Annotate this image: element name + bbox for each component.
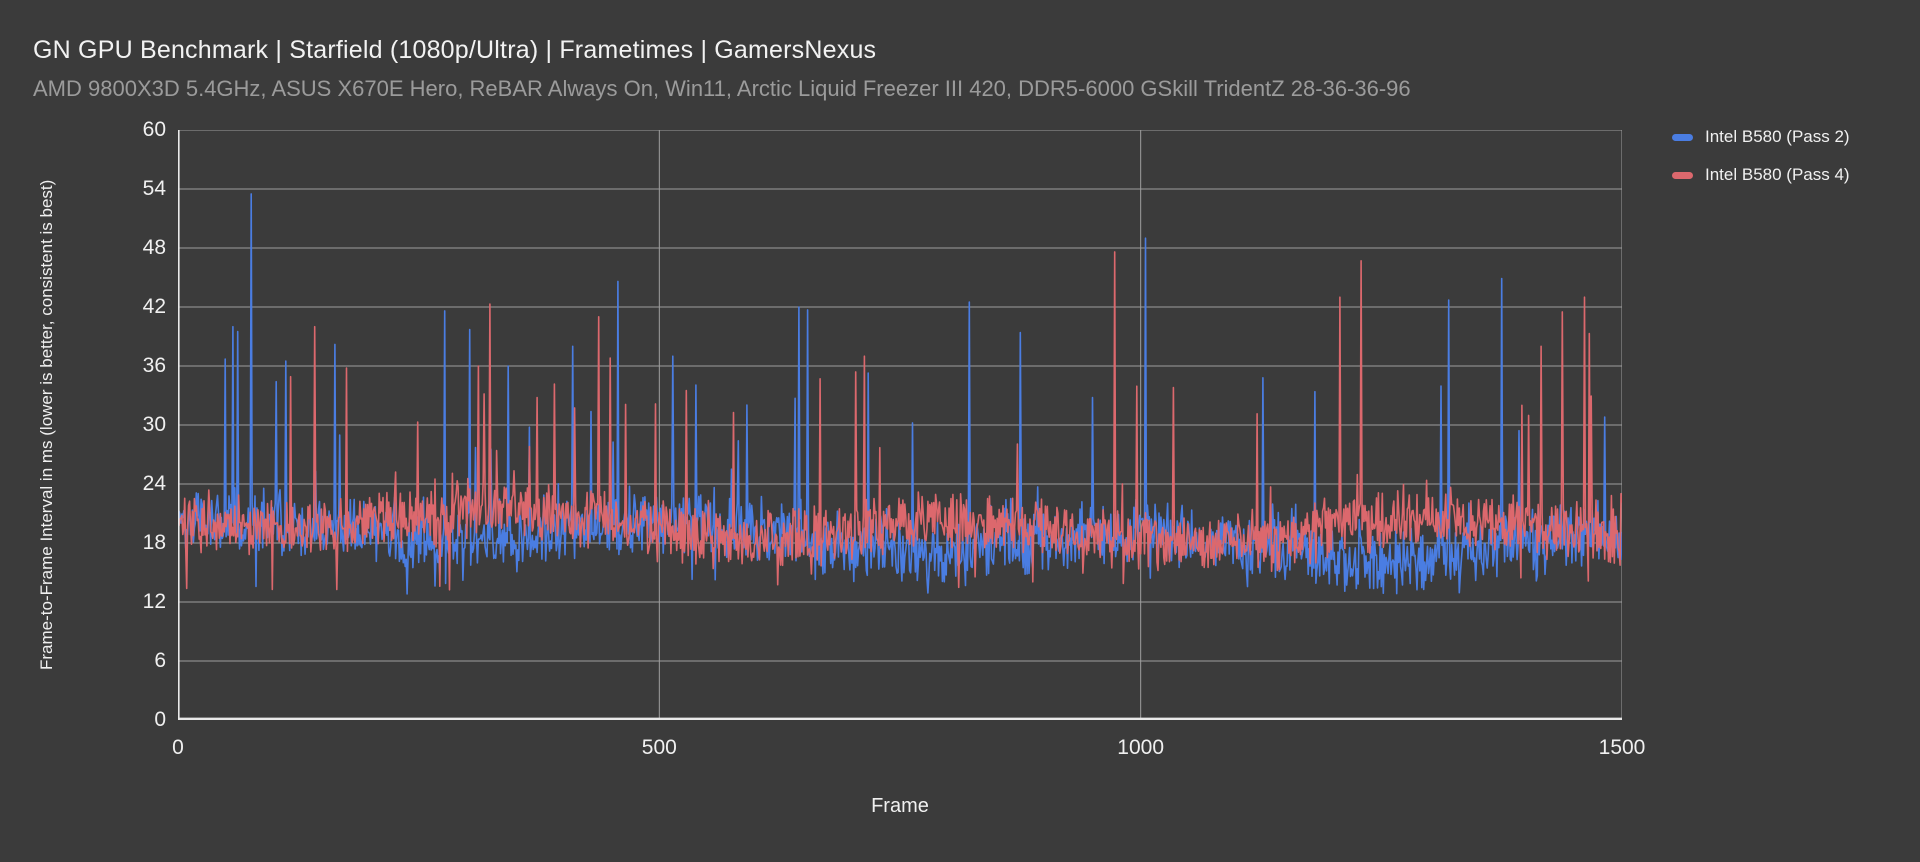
chart-title: GN GPU Benchmark | Starfield (1080p/Ultr… <box>33 36 877 64</box>
x-tick-label-0: 0 <box>172 736 184 759</box>
legend-label: Intel B580 (Pass 4) <box>1705 165 1850 184</box>
y-tick-label-12: 12 <box>142 590 166 613</box>
y-tick-label-42: 42 <box>142 295 166 318</box>
y-tick-label-48: 48 <box>142 236 166 259</box>
series-line-intel-b580-pass-2- <box>178 193 1622 595</box>
chart-subtitle: AMD 9800X3D 5.4GHz, ASUS X670E Hero, ReB… <box>33 76 1411 101</box>
x-tick-label-1500: 1500 <box>1598 736 1646 759</box>
frametime-line-chart <box>178 130 1622 720</box>
y-tick-label-24: 24 <box>142 472 166 495</box>
y-tick-label-6: 6 <box>154 649 166 672</box>
chart-legend: Intel B580 (Pass 2) Intel B580 (Pass 4) <box>1672 126 1850 202</box>
y-tick-label-0: 0 <box>154 708 166 731</box>
legend-swatch-icon <box>1672 171 1693 179</box>
legend-label: Intel B580 (Pass 2) <box>1705 127 1850 146</box>
x-tick-label-500: 500 <box>641 736 677 759</box>
x-tick-label-1000: 1000 <box>1117 736 1165 759</box>
series-line-intel-b580-pass-4- <box>178 251 1622 591</box>
y-tick-label-60: 60 <box>142 118 166 141</box>
legend-swatch-icon <box>1672 133 1693 141</box>
y-tick-label-36: 36 <box>142 354 166 377</box>
y-axis-tick-labels: 0 6 12 18 24 30 36 42 48 54 60 <box>0 118 166 731</box>
x-axis-tick-labels: 0 500 1000 1500 <box>172 736 1645 766</box>
legend-item: Intel B580 (Pass 2) <box>1672 126 1850 148</box>
y-tick-label-30: 30 <box>142 413 166 436</box>
y-tick-label-54: 54 <box>142 177 166 200</box>
legend-item: Intel B580 (Pass 4) <box>1672 164 1850 186</box>
plot-area <box>178 130 1622 720</box>
y-tick-label-18: 18 <box>142 531 166 554</box>
x-axis-title: Frame <box>871 795 929 817</box>
